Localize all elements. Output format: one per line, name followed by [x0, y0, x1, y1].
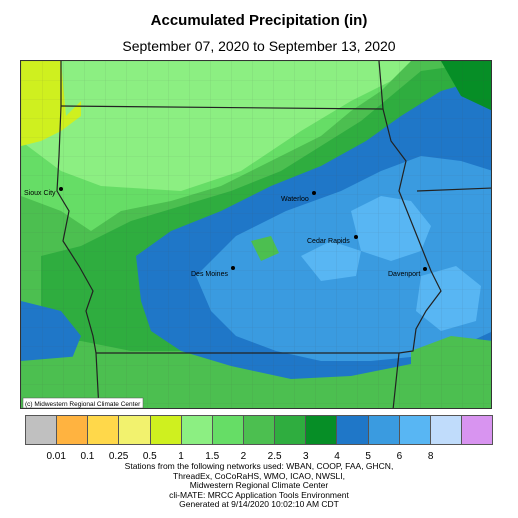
- city-cedar-rapids: Cedar Rapids: [307, 235, 358, 245]
- city-label: Waterloo: [281, 196, 309, 203]
- legend-tick-label: 0.25: [108, 451, 129, 462]
- legend-tick-label: 1: [178, 451, 184, 462]
- legend-ticks: 0.01 0.1 0.25 0.5 1 1.5 2 2.5 3 4 5 6 8: [0, 451, 518, 465]
- legend-tick-label: 0.1: [80, 451, 95, 462]
- legend-swatch: [337, 416, 369, 444]
- legend-tick-label: 4: [334, 451, 340, 462]
- credits-line: ThreadEx, CoCoRaHS, WMO, ICAO, NWSLI,: [173, 470, 345, 481]
- date-range-subtitle: September 07, 2020 to September 13, 2020: [122, 38, 396, 54]
- legend-tick-label: 1.5: [205, 451, 220, 462]
- city-waterloo: Waterloo: [281, 191, 316, 203]
- city-sioux-city: Sioux City: [24, 187, 63, 197]
- legend-swatch: [306, 416, 338, 444]
- legend-swatch: [212, 416, 244, 444]
- legend-tick-label: 0.01: [46, 451, 66, 462]
- city-label: Davenport: [388, 271, 420, 278]
- credits-line: cli-MATE: MRCC Application Tools Environ…: [169, 489, 349, 500]
- legend-swatch: [461, 416, 493, 444]
- legend-swatch: [368, 416, 400, 444]
- credits-line: Generated at 9/14/2020 10:02:10 AM CDT: [179, 499, 339, 509]
- city-marker: [231, 266, 235, 270]
- map-title: Accumulated Precipitation (in): [150, 12, 368, 29]
- legend-tick-label: 6: [396, 451, 403, 462]
- legend-swatch: [430, 416, 462, 444]
- city-label: Cedar Rapids: [307, 238, 350, 245]
- legend-tick-label: 8: [427, 451, 434, 462]
- city-des-moines: Des Moines: [191, 266, 235, 278]
- city-marker: [312, 191, 316, 195]
- state-borders: [56, 61, 491, 408]
- city-davenport: Davenport: [388, 267, 427, 278]
- county-grid: [21, 61, 491, 408]
- city-marker: [59, 187, 63, 191]
- copyright-label: (c) Midwestern Regional Climate Center: [25, 401, 141, 408]
- legend-swatch: [26, 416, 58, 444]
- legend-tick-label: 2.5: [267, 451, 282, 462]
- legend-swatch: [150, 416, 182, 444]
- credits-line: Stations from the following networks use…: [124, 461, 394, 471]
- city-marker: [423, 267, 427, 271]
- legend-swatch: [243, 416, 276, 444]
- legend-tick-label: 3: [303, 451, 309, 462]
- legend-swatch: [181, 416, 213, 444]
- credits: Stations from the following networks use…: [0, 461, 518, 510]
- city-marker: [354, 235, 358, 239]
- legend-tick-label: 0.5: [142, 451, 157, 462]
- precipitation-map: Sioux City Waterloo Cedar Rapids Des Moi…: [20, 60, 492, 409]
- legend-tick-label: 2: [240, 451, 247, 462]
- city-label: Sioux City: [24, 190, 56, 197]
- legend-swatch: [275, 416, 307, 444]
- legend-swatch: [57, 416, 89, 444]
- legend-swatch: [399, 416, 431, 444]
- credits-line: Midwestern Regional Climate Center: [189, 480, 329, 490]
- copyright-box: [22, 397, 144, 408]
- legend-swatch: [88, 416, 120, 444]
- city-label: Des Moines: [191, 271, 228, 278]
- legend-swatch: [119, 416, 151, 444]
- color-legend: [25, 415, 493, 445]
- legend-tick-label: 5: [365, 451, 371, 462]
